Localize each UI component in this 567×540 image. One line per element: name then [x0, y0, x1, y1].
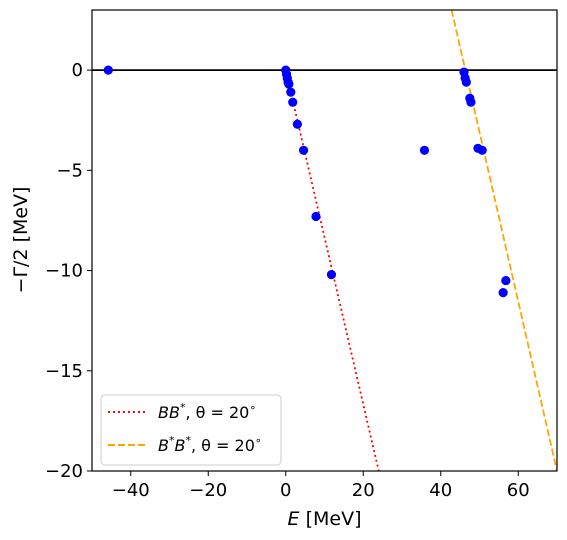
data-point	[298, 145, 309, 155]
data-point	[477, 145, 487, 155]
series-line-1	[450, 10, 557, 471]
data-point	[284, 79, 294, 89]
x-tick-label: 60	[507, 480, 530, 501]
y-tick-label: −10	[45, 261, 83, 282]
x-tick-label: 40	[429, 480, 452, 501]
data-point	[103, 65, 113, 75]
y-tick-label: −5	[56, 160, 83, 181]
data-point	[461, 77, 471, 87]
y-axis-label: −Γ/2 [MeV]	[10, 187, 32, 294]
x-axis: −40 −20 0 20 40 60	[112, 471, 530, 501]
x-tick-label: −20	[189, 480, 227, 501]
y-tick-label: −20	[45, 461, 83, 482]
x-tick-label: 0	[280, 480, 291, 501]
data-point	[419, 145, 430, 155]
x-axis-label: E [MeV]	[288, 508, 362, 530]
y-axis: 0 −5 −10 −15 −20	[45, 60, 92, 482]
data-point	[286, 87, 296, 97]
x-tick-label: −40	[112, 480, 150, 501]
data-point	[311, 211, 321, 222]
legend-label-bstarbstar: B*B*, θ = 20∘	[158, 434, 262, 455]
y-tick-label: −15	[45, 361, 83, 382]
data-point	[498, 288, 508, 298]
x-tick-label: 20	[352, 480, 375, 501]
legend-box	[100, 394, 282, 466]
legend-label-bbstar: BB*, θ = 20∘	[158, 401, 256, 422]
data-point	[501, 275, 511, 286]
data-point	[292, 119, 302, 129]
plot-frame	[91, 9, 558, 472]
plot-content	[92, 10, 557, 471]
data-point	[466, 97, 476, 107]
data-point	[326, 269, 337, 280]
y-tick-label: 0	[72, 60, 83, 81]
legend: BB*, θ = 20∘ B*B*, θ = 20∘	[100, 394, 282, 466]
data-point	[288, 97, 298, 107]
